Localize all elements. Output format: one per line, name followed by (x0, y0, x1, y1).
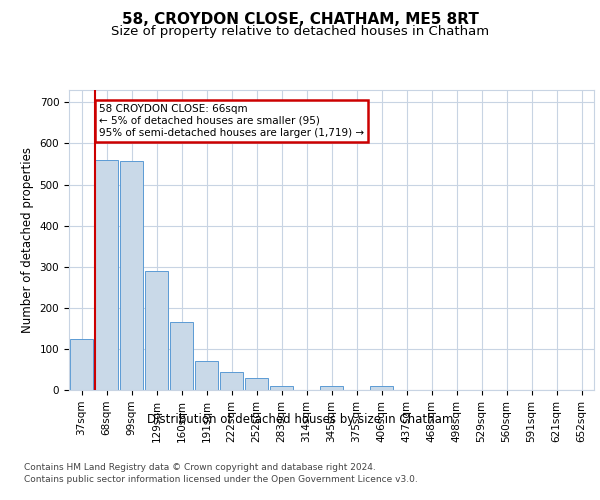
Bar (245, 378, 268, 390)
Bar (120, 161, 143, 390)
Text: Contains HM Land Registry data © Crown copyright and database right 2024.: Contains HM Land Registry data © Crown c… (24, 462, 376, 471)
Text: Contains public sector information licensed under the Open Government Licence v3: Contains public sector information licen… (24, 475, 418, 484)
Bar (170, 322, 193, 390)
Y-axis label: Number of detached properties: Number of detached properties (21, 147, 34, 333)
Bar (70, 338, 93, 390)
Bar (195, 361, 218, 390)
Bar (370, 386, 393, 390)
Bar (95, 160, 118, 390)
Bar (220, 372, 243, 390)
Bar (320, 386, 343, 390)
Text: Size of property relative to detached houses in Chatham: Size of property relative to detached ho… (111, 25, 489, 38)
Text: 58 CROYDON CLOSE: 66sqm
← 5% of detached houses are smaller (95)
95% of semi-det: 58 CROYDON CLOSE: 66sqm ← 5% of detached… (99, 104, 364, 138)
Text: Distribution of detached houses by size in Chatham: Distribution of detached houses by size … (147, 412, 453, 426)
Text: 58, CROYDON CLOSE, CHATHAM, ME5 8RT: 58, CROYDON CLOSE, CHATHAM, ME5 8RT (122, 12, 478, 28)
Bar (145, 271, 168, 390)
Bar (270, 386, 293, 390)
